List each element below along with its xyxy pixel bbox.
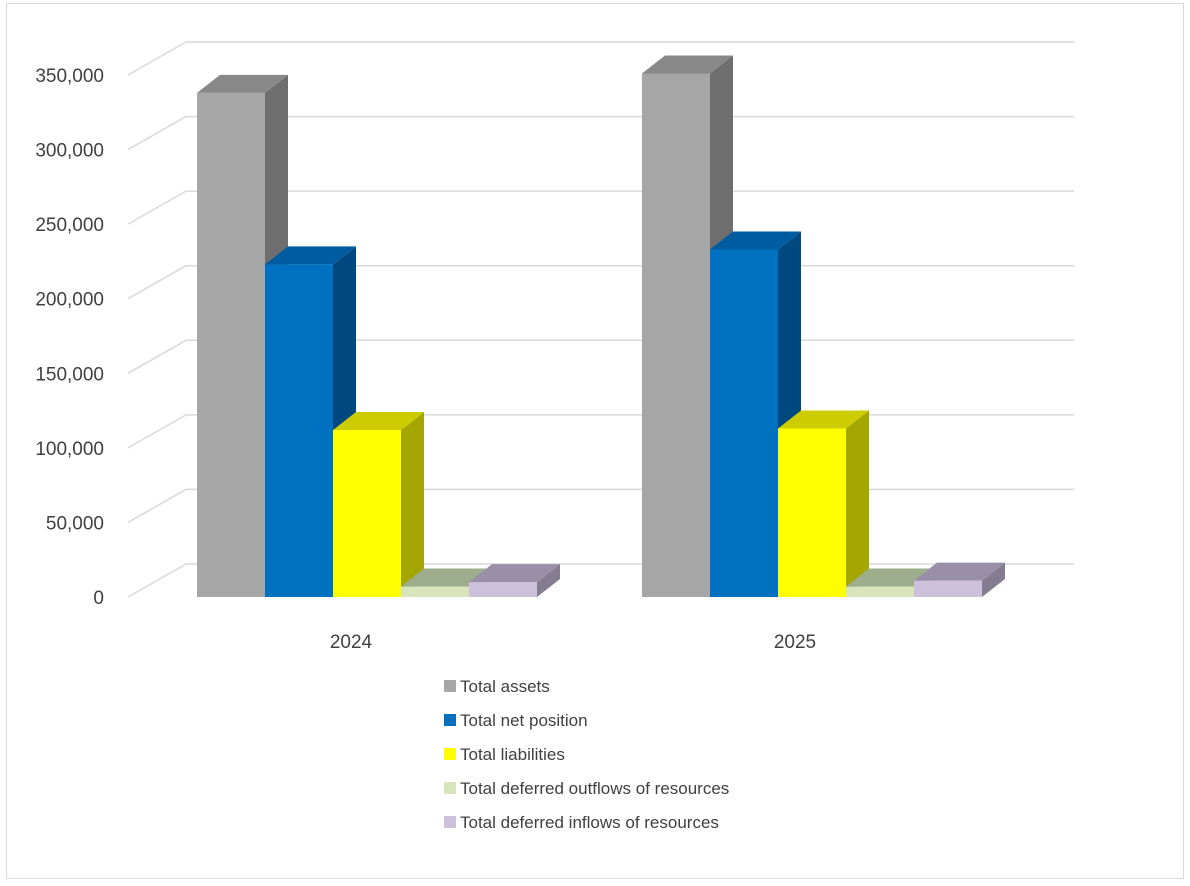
bar-2024-4 xyxy=(469,564,560,597)
bar-top xyxy=(333,411,424,430)
legend-swatch xyxy=(444,782,456,794)
bar-side xyxy=(401,411,424,597)
legend-label: Total deferred outflows of resources xyxy=(460,779,729,798)
bar-top xyxy=(469,564,560,583)
bar-top xyxy=(914,562,1005,581)
gridline-diagonal-0 xyxy=(127,563,187,598)
legend: Total assets Total net position Total liab… xyxy=(444,677,729,832)
bar-top xyxy=(710,231,801,250)
bar-2025-4 xyxy=(914,562,1005,597)
legend-swatch xyxy=(444,816,456,828)
bar-front xyxy=(914,580,982,597)
gridline-diagonal-2 xyxy=(127,414,187,449)
bar-2025-2 xyxy=(778,410,869,597)
bar-top xyxy=(197,74,288,93)
gridline-diagonal-6 xyxy=(127,115,187,151)
bar-top xyxy=(778,410,869,429)
y-axis-ticks: 0 50,000 100,000 150,000 200,000 250,000 300,0… xyxy=(35,66,104,609)
bar-front xyxy=(778,428,846,597)
gridline-diagonal-4 xyxy=(127,265,187,300)
gridline-diagonal-1 xyxy=(127,488,187,524)
bar-front xyxy=(333,429,401,597)
y-tick-label: 250,000 xyxy=(35,215,104,236)
legend-swatch xyxy=(444,680,456,692)
y-tick-label: 0 xyxy=(93,588,104,609)
x-tick-label: 2024 xyxy=(330,632,373,653)
gridline-diagonal-5 xyxy=(127,190,187,225)
legend-item: Total deferred outflows of resources xyxy=(444,779,729,798)
bar-front xyxy=(469,582,537,597)
bar-front xyxy=(401,586,469,597)
x-tick-label: 2025 xyxy=(774,632,816,653)
y-tick-label: 50,000 xyxy=(46,513,104,534)
y-tick-label: 300,000 xyxy=(35,141,104,162)
bar-front xyxy=(710,249,778,598)
legend-item: Total liabilities xyxy=(444,745,565,764)
bars xyxy=(197,55,1005,598)
gridline-diagonal-3 xyxy=(127,339,187,374)
gridline-diagonal-7 xyxy=(127,41,187,76)
legend-item: Total deferred inflows of resources xyxy=(444,813,719,832)
legend-label: Total liabilities xyxy=(460,745,565,764)
legend-item: Total net position xyxy=(444,711,588,730)
bar-front xyxy=(265,264,333,597)
y-tick-label: 100,000 xyxy=(35,439,104,460)
y-tick-label: 150,000 xyxy=(35,364,104,385)
bar-top xyxy=(642,55,733,74)
legend-label: Total deferred inflows of resources xyxy=(460,813,719,832)
bar-front xyxy=(846,586,914,597)
bar-front xyxy=(642,73,710,598)
bar-2024-2 xyxy=(333,411,424,597)
bar-top xyxy=(265,246,356,265)
legend-label: Total assets xyxy=(460,677,550,696)
y-tick-label: 200,000 xyxy=(35,290,104,311)
y-tick-label: 350,000 xyxy=(35,66,104,87)
legend-label: Total net position xyxy=(460,711,588,730)
bar-front xyxy=(197,92,265,597)
x-axis-ticks: 2024 2025 xyxy=(330,632,816,653)
bar-side xyxy=(537,564,560,597)
bar-side xyxy=(982,562,1005,597)
legend-swatch xyxy=(444,748,456,760)
legend-swatch xyxy=(444,714,456,726)
bar-side xyxy=(846,410,869,597)
legend-item: Total assets xyxy=(444,677,550,696)
